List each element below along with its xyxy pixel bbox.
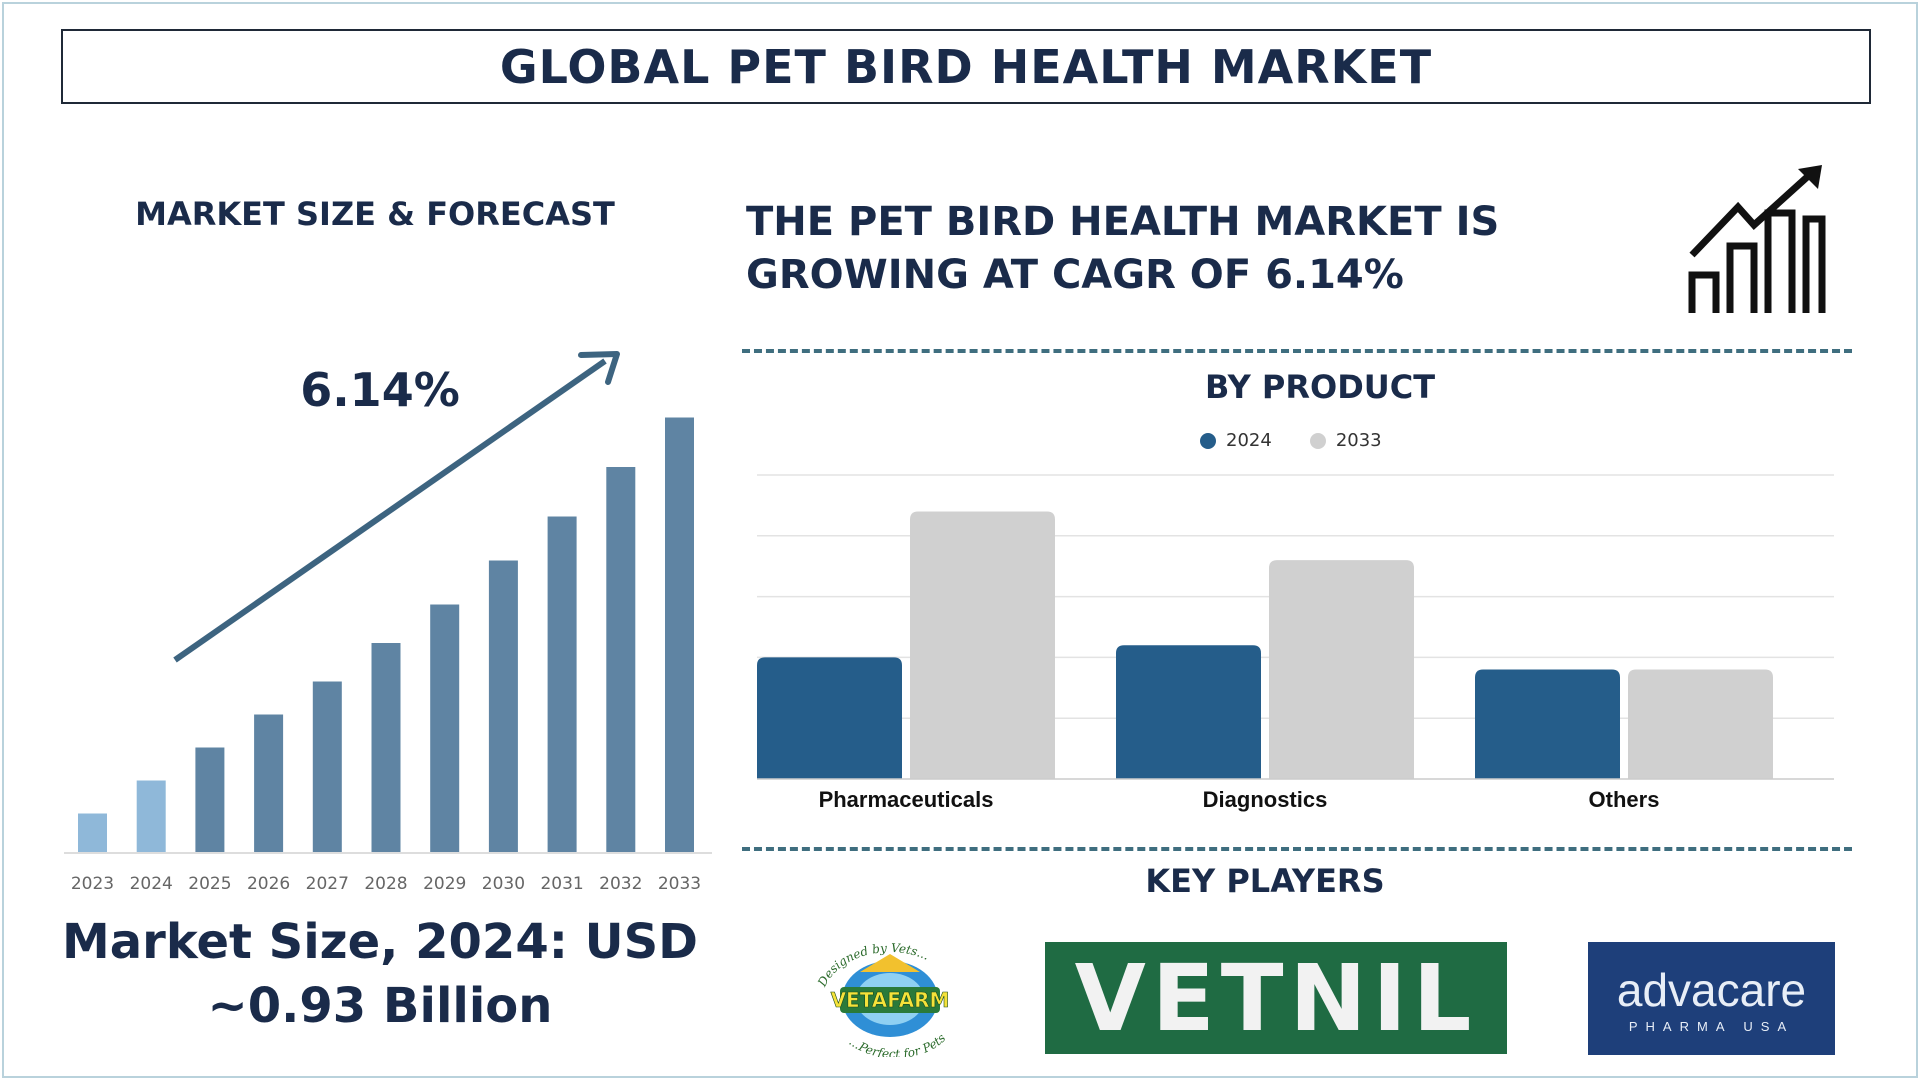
legend-dot-2033 [1309,432,1326,449]
chart-legend: 2024 2033 [1200,430,1382,451]
category-label-pharmaceuticals: Pharmaceuticals [819,787,994,812]
vetnil-logo-text: VETNIL [1074,944,1478,1052]
market-size-text: Market Size, 2024: USD ~0.93 Billion [30,910,730,1038]
legend-item-2024: 2024 [1200,430,1272,451]
bar-diagnostics-2024 [1116,645,1261,779]
key-players-heading: KEY PLAYERS [1145,862,1385,900]
section-divider-bottom [742,847,1852,851]
headline-line1: THE PET BIRD HEALTH MARKET IS [746,199,1500,245]
bar-2026 [254,714,284,852]
bar-2028 [371,643,401,852]
market-size-heading: MARKET SIZE & FORECAST [135,195,615,233]
trend-arrow-line [173,358,607,663]
headline-line2: GROWING AT CAGR OF 6.14% [746,252,1404,298]
bar-others-2024 [1475,669,1620,779]
legend-item-2033: 2033 [1309,430,1382,451]
bar-others-2033 [1628,669,1773,779]
bar-2031 [547,516,577,852]
bar-pharmaceuticals-2033 [910,511,1055,779]
tick-label-2023: 2023 [71,874,114,894]
advacare-logo: advacare PHARMA USA [1588,942,1835,1055]
product-segment-chart: Pharmaceuticals Diagnostics Others [757,474,1834,812]
tick-label-2026: 2026 [247,874,290,894]
tick-label-2027: 2027 [306,874,349,894]
bar-2027 [312,681,342,852]
legend-dot-2024 [1200,432,1216,449]
title-banner: GLOBAL PET BIRD HEALTH MARKET [61,29,1871,104]
category-label-diagnostics: Diagnostics [1203,787,1328,812]
by-product-heading: BY PRODUCT [1204,368,1436,406]
bar-2029 [430,604,460,852]
bar-2032 [606,467,636,852]
bar-pharmaceuticals-2024 [757,657,902,779]
advacare-logo-text: advacare [1616,964,1807,1016]
bar-2024 [136,780,166,852]
tick-label-2025: 2025 [188,874,231,894]
tick-label-2030: 2030 [482,874,525,894]
vetafarm-logo: VETAFARM Designed by Vets... ...Perfect … [815,942,950,1057]
bar-diagnostics-2033 [1269,560,1414,779]
tick-label-2028: 2028 [364,874,407,894]
tick-label-2031: 2031 [540,874,583,894]
trend-arrow-head [578,351,620,385]
growth-chart-icon [1688,165,1826,313]
market-size-line1: Market Size, 2024: USD [61,914,699,970]
legend-label-2024: 2024 [1226,430,1272,451]
tick-label-2029: 2029 [423,874,466,894]
bar-2030 [488,560,518,852]
market-forecast-chart: 2023 2024 2025 2026 2027 2028 2029 2030 2031 2032… [64,351,712,894]
legend-label-2033: 2033 [1335,430,1382,451]
advacare-logo-subtext: PHARMA USA [1628,1019,1795,1034]
tick-label-2032: 2032 [599,874,642,894]
category-label-others: Others [1589,787,1660,812]
bar-2023 [78,813,107,852]
tick-label-2024: 2024 [130,874,173,894]
market-size-line2: ~0.93 Billion [207,978,553,1034]
svg-text:VETAFARM: VETAFARM [831,988,950,1012]
tick-label-2033: 2033 [658,874,701,894]
bar-2033 [665,417,694,852]
section-divider-top [742,349,1852,353]
vetnil-logo: VETNIL [1045,942,1507,1054]
page-title: GLOBAL PET BIRD HEALTH MARKET [499,39,1433,94]
bar-2025 [195,747,225,852]
cagr-headline: THE PET BIRD HEALTH MARKET IS GROWING AT… [746,196,1646,302]
cagr-value: 6.14% [300,363,460,417]
